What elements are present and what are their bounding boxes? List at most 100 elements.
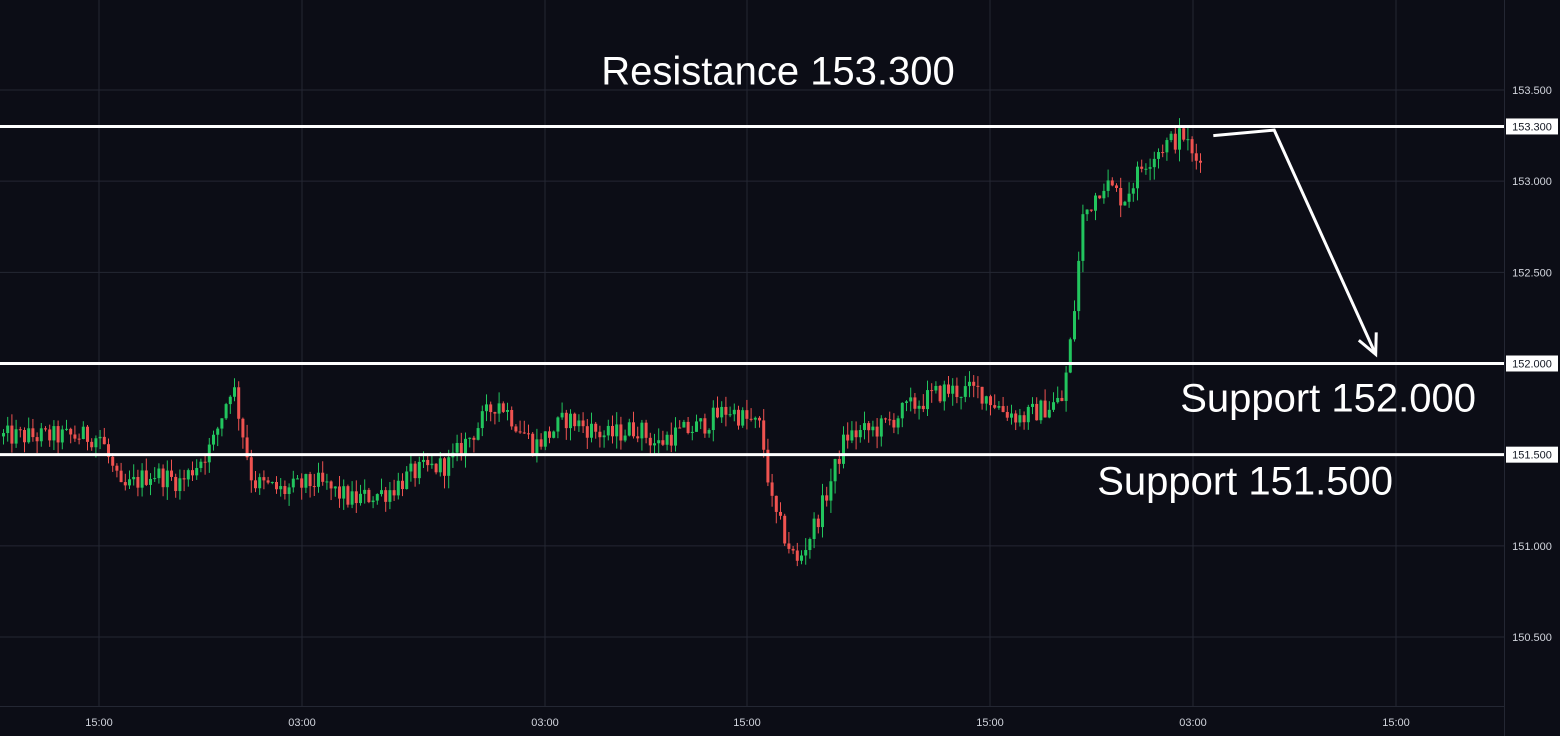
candle [1119,177,1123,218]
candle [468,437,472,448]
candle [774,495,778,524]
candle [926,380,929,417]
candle [73,425,77,442]
candle [1094,192,1097,221]
candle [434,463,438,475]
candle [140,463,144,497]
candle [833,458,837,494]
level-label-resistance-0: Resistance 153.300 [601,49,955,93]
candle [787,532,791,554]
candle [900,402,904,428]
candle [48,424,52,447]
candle [686,417,690,435]
candle [984,395,988,411]
candle [203,454,207,475]
candle [615,412,619,449]
time-tick-label: 03:00 [288,717,316,729]
candle [976,376,980,399]
price-tick-label: 152.500 [1512,267,1552,279]
candle [111,453,115,472]
candle [581,412,585,434]
candle [287,483,291,506]
candle [1073,300,1076,342]
candle [489,401,493,422]
candle [464,432,467,468]
candle [195,459,199,480]
candle [262,470,266,490]
projection-arrow [1213,128,1378,358]
grid [0,0,1505,736]
candle [896,415,900,435]
candle [39,422,43,447]
candle [191,461,194,482]
candle [86,425,89,451]
candle [144,458,148,487]
price-axis[interactable]: 150.500 151.000 151.500 152.000 152.500 153.0… [1506,85,1558,644]
candle [14,419,18,448]
candle [186,468,190,487]
candle [459,432,463,461]
candle [1123,200,1127,206]
candle [81,421,85,440]
candle [644,419,648,444]
candle [342,479,346,510]
candle [1165,137,1169,161]
candle [1060,390,1064,402]
candle [627,418,631,437]
candle [947,376,950,398]
candle [909,387,913,412]
candle [380,478,383,497]
candle [56,420,60,454]
time-axis[interactable]: 15:00 03:00 03:00 15:00 15:00 03:00 15:00 [85,717,1410,729]
candle [119,462,123,483]
candle [690,425,694,441]
candle [972,375,976,398]
candle [1157,148,1160,169]
candle [115,463,119,478]
candle [1052,392,1055,413]
candle [266,476,270,485]
candle [233,378,236,402]
price-tick-label: 153.000 [1512,176,1552,188]
candle [321,461,325,486]
candle [1194,143,1198,170]
candle [174,473,178,498]
price-axis-level-tag: 152.000 [1506,355,1558,372]
candle [170,459,173,481]
candle [854,421,858,450]
candle [107,438,110,464]
candle [573,412,577,431]
candle [632,411,635,439]
candle [695,414,698,432]
candle [871,420,875,437]
candle [224,402,228,420]
candle [165,460,169,500]
candle [888,411,892,426]
candle [963,375,967,403]
candle [216,426,220,447]
candle [753,416,757,429]
candle [913,393,917,414]
candle [90,438,94,451]
candle [535,428,539,463]
candle [989,394,992,416]
projection-path [1213,128,1378,356]
annotations: Resistance 153.300 Support 152.000 Support… [601,49,1476,503]
candle [1098,195,1102,200]
candle [60,425,64,450]
candle [1140,159,1144,173]
candle [1106,169,1110,198]
candle [329,480,333,501]
candle [384,486,388,512]
candle [732,403,736,422]
candle [858,424,862,443]
candle [795,542,799,567]
candle [493,411,497,425]
candle [501,401,505,413]
candle [1169,131,1173,143]
candle [241,417,245,449]
candle [354,480,358,513]
candle [2,429,5,445]
candle [997,401,1001,410]
